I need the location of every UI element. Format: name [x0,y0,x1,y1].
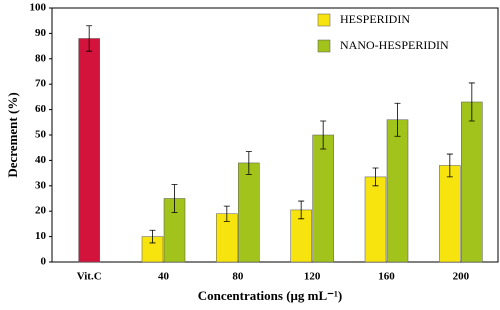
error-bar [171,184,178,213]
error-bar [372,167,379,187]
legend-label: HESPERIDIN [340,12,410,26]
y-tick-label: 30 [35,179,47,191]
y-tick-label: 70 [35,78,47,90]
bar [238,162,260,263]
y-tick-label: 40 [35,154,47,166]
y-tick-label: 0 [41,256,47,268]
error-bar [149,229,156,244]
y-axis-label: Decrement (%) [5,92,20,177]
bar [78,38,100,263]
x-tick-label: 40 [158,271,170,283]
error-bar [446,153,453,178]
y-tick-label: 20 [35,205,47,217]
y-tick-label: 90 [35,27,47,39]
bar [439,165,461,263]
x-tick-label: 120 [304,271,321,283]
error-bar [245,151,252,175]
x-tick-label: 200 [453,271,470,283]
x-axis-label: Concentrations (μg mL⁻¹) [198,288,343,303]
legend-swatch [317,39,331,53]
y-tick-label: 100 [30,2,47,14]
error-bar [320,120,327,150]
y-tick-label: 10 [35,230,47,242]
bar [364,176,387,263]
y-tick-label: 50 [35,129,47,141]
error-bar [468,82,475,122]
error-bar [86,25,93,52]
legend-swatch [317,13,331,27]
error-bar [298,200,305,220]
x-tick-label: 160 [378,271,395,283]
bar [312,134,334,263]
error-bar [394,102,401,137]
error-bar [223,205,230,222]
y-tick-label: 60 [35,103,47,115]
legend-label: NANO-HESPERIDIN [340,38,449,52]
bar [461,101,483,263]
x-tick-label: Vit.C [77,271,102,283]
bar [386,119,409,263]
y-tick-label: 80 [35,52,47,64]
x-tick-label: 80 [232,271,244,283]
